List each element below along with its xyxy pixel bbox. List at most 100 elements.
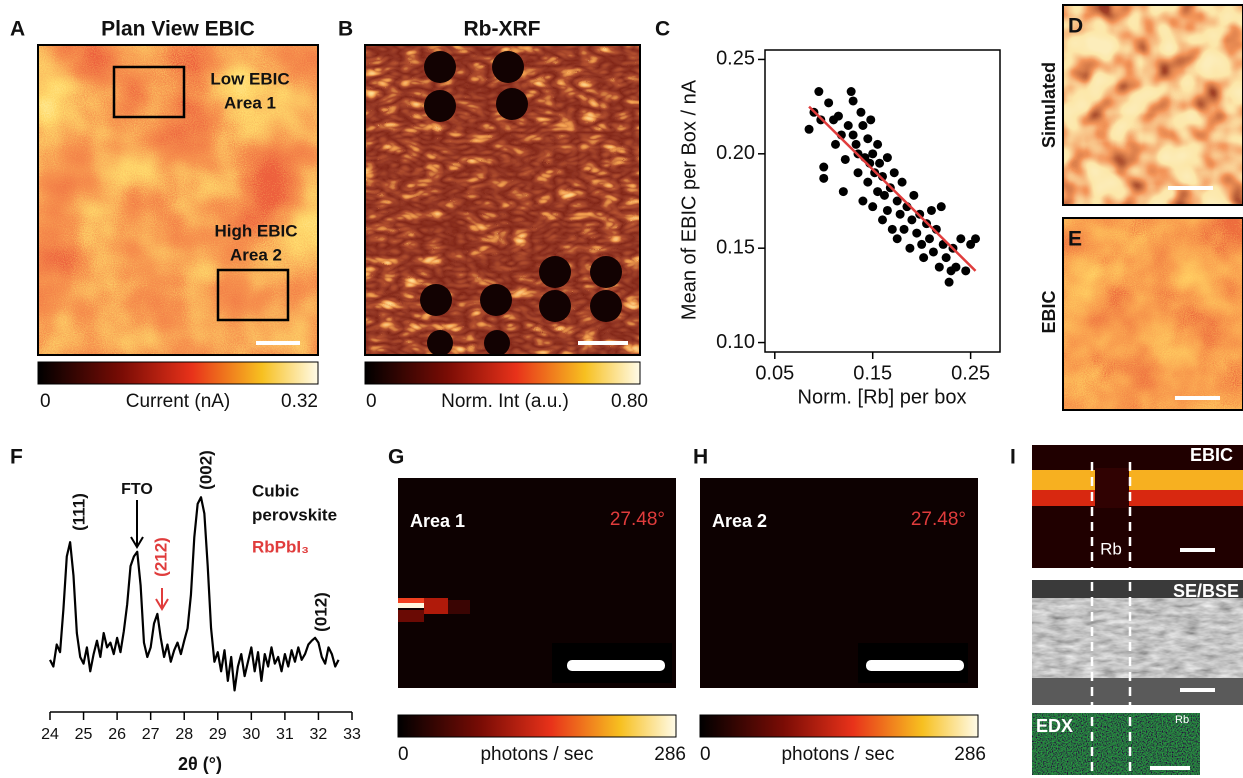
colorbar-min: 0 (700, 744, 711, 765)
panel-label: F (10, 446, 23, 469)
peak-label: (212) (151, 537, 170, 577)
scatter-point (934, 262, 944, 272)
scatter-point (873, 187, 883, 197)
scatter-point (919, 253, 929, 263)
scatter-point (814, 87, 824, 97)
colorbar-label: photons / sec (781, 744, 894, 765)
scatter-point (917, 239, 927, 249)
x-tick-label: 24 (41, 726, 59, 743)
scale-bar (1150, 766, 1190, 770)
scatter-point (846, 87, 856, 97)
panel-label: A (10, 18, 25, 41)
image-label: EDX (1036, 716, 1073, 736)
y-axis-label: Mean of EBIC per Box / nA (678, 79, 700, 320)
scatter-point (882, 205, 892, 215)
x-tick-label: 0.05 (755, 362, 794, 384)
x-tick-label: 26 (108, 726, 126, 743)
colorbar-min: 0 (398, 744, 409, 765)
ebic-gap (1095, 468, 1129, 508)
scale-bar (1175, 396, 1220, 400)
image-label: EBIC (1190, 445, 1233, 465)
colorbar-label: Norm. Int (a.u.) (441, 391, 569, 412)
colorbar-label: Current (nA) (126, 391, 231, 412)
arrow (130, 500, 144, 549)
image-label: SE/BSE (1173, 581, 1239, 601)
scatter-point (840, 154, 850, 164)
scatter-point (905, 243, 915, 253)
scatter-point (819, 162, 829, 172)
ebic-cross-section (1032, 445, 1243, 568)
scatter-point (863, 177, 873, 187)
scatter-point (853, 168, 863, 178)
y-tick-label: 0.15 (716, 236, 755, 258)
scatter-point (868, 149, 878, 159)
x-axis-label: Norm. [Rb] per box (798, 386, 967, 408)
scatter-point (897, 177, 907, 187)
panel-title: Plan View EBIC (101, 18, 255, 41)
annotation: High EBIC (214, 221, 297, 240)
ebic-band (1032, 470, 1243, 492)
area-box (112, 65, 186, 119)
colorbar-min: 0 (366, 391, 377, 412)
frame (1062, 217, 1243, 411)
x-tick-label: 25 (75, 726, 93, 743)
scatter-point (936, 202, 946, 212)
y-tick-label: 0.25 (716, 48, 755, 70)
region-label: Rb (1100, 539, 1122, 558)
scatter-point (895, 209, 905, 219)
arrow (155, 588, 169, 611)
colorbar (364, 361, 641, 385)
annotation: Area 2 (230, 245, 282, 264)
scatter-point (971, 234, 981, 244)
scatter-point (961, 266, 971, 276)
scale-bar (1168, 186, 1213, 190)
scatter-point (873, 139, 883, 149)
frame (364, 44, 641, 356)
scatter-point (956, 234, 966, 244)
panel-label: H (693, 446, 708, 469)
y-tick-label: 0.10 (716, 331, 755, 353)
area-label: Area 2 (712, 511, 767, 531)
side-label: EBIC (1039, 290, 1059, 333)
scatter-point (928, 247, 938, 257)
x-axis-label: 2θ (°) (178, 754, 222, 774)
masked-spots (420, 51, 622, 356)
x-tick-label: 0.25 (951, 362, 990, 384)
scatter-point (907, 215, 917, 225)
pixel (424, 598, 448, 614)
annotation: Area 1 (224, 93, 276, 112)
scatter-point (804, 124, 814, 134)
colorbar (37, 361, 319, 385)
guide-lines (1090, 462, 1132, 775)
area-label: Area 1 (410, 511, 465, 531)
x-tick-label: 33 (343, 726, 361, 743)
scatter-point (843, 121, 853, 130)
scatter-point (878, 215, 887, 225)
scatter-point (848, 96, 858, 106)
scatter-point (838, 187, 848, 197)
peak-label: (012) (311, 592, 330, 632)
angle-label: 27.48° (911, 509, 966, 530)
scatter-point (863, 134, 873, 144)
scatter-point (879, 190, 889, 200)
scatter-point (866, 115, 876, 125)
scatter-point (868, 202, 878, 212)
scatter-point (889, 168, 899, 178)
scatter-point (899, 224, 909, 234)
panel-label: I (1010, 446, 1016, 469)
scatter-point (851, 139, 861, 149)
scatter-point (856, 107, 866, 117)
x-tick-label: 32 (310, 726, 328, 743)
x-tick-label: 0.15 (853, 362, 892, 384)
scatter-point (944, 277, 954, 287)
scatter-point (858, 121, 868, 130)
pixel (448, 600, 470, 614)
xrd-line (49, 496, 340, 692)
panel-label: B (338, 18, 353, 41)
scatter-point (909, 190, 919, 200)
x-tick-label: 29 (209, 726, 227, 743)
peak-label: (111) (69, 493, 88, 531)
ebic-band (1032, 490, 1243, 506)
frame (1062, 4, 1243, 206)
